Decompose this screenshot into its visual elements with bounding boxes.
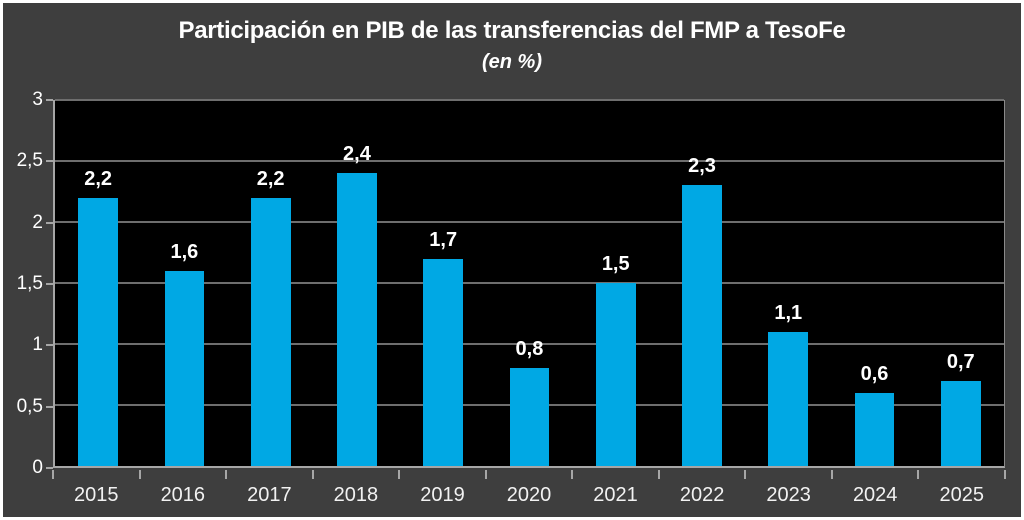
y-tick-label: 2: [32, 211, 43, 233]
x-tick-label-2024: 2024: [852, 484, 898, 506]
x-tick-label-2020: 2020: [506, 484, 552, 506]
x-tick-mark: [398, 470, 401, 479]
bar-2015: 2,2: [78, 168, 118, 466]
y-tick-mark: [46, 405, 53, 408]
bar-slot-2016: 1,6: [141, 100, 227, 466]
bar-2023: 1,1: [768, 302, 809, 466]
data-label-2024: 0,6: [860, 362, 889, 385]
data-label-2025: 0,7: [946, 350, 975, 373]
bar-2016: 1,6: [164, 241, 205, 466]
y-tick-label: 1: [32, 334, 43, 356]
data-label-2018: 2,4: [343, 143, 371, 166]
x-tick-mark: [484, 470, 487, 479]
bar-slot-2019: 1,7: [400, 100, 486, 466]
x-tick-mark: [744, 470, 747, 479]
bar-2018: 2,4: [337, 143, 377, 466]
x-tick-label-2022: 2022: [679, 484, 725, 506]
y-tick-mark: [46, 221, 53, 224]
x-tick-label-2021: 2021: [593, 484, 638, 506]
data-label-2022: 2,3: [688, 155, 716, 178]
x-tick-label-2016: 2016: [160, 484, 206, 506]
x-tick-label-2018: 2018: [333, 484, 379, 506]
data-label-2023: 1,1: [774, 301, 803, 324]
x-tick-mark: [225, 470, 228, 479]
bar-2021: 1,5: [595, 253, 636, 466]
bar-slot-2018: 2,4: [314, 100, 400, 466]
x-tick-label-2015: 2015: [74, 484, 119, 506]
bar-series: 2,2 1,6 2,2 2,4 1,7 0,8 1,5 2,3 1,1 0,6 0,7: [55, 100, 1004, 466]
y-tick-mark: [46, 99, 53, 101]
data-label-2016: 1,6: [170, 240, 199, 263]
gridline-2,5: [55, 160, 1004, 162]
bar-2019: 1,7: [423, 229, 464, 466]
y-tick-mark: [46, 344, 53, 347]
chart-title: Participación en PIB de las transferenci…: [178, 17, 846, 44]
x-tick-mark: [1004, 470, 1006, 479]
x-tick-mark: [830, 470, 833, 479]
bar-slot-2024: 0,6: [831, 100, 917, 466]
x-tick-mark: [52, 470, 54, 479]
bar-slot-2020: 0,8: [486, 100, 572, 466]
bar-slot-2022: 2,3: [659, 100, 745, 466]
gridline-1,5: [55, 282, 1004, 284]
plot-area: 2,2 1,6 2,2 2,4 1,7 0,8 1,5 2,3 1,1 0,6 0,7: [53, 99, 1005, 468]
data-label-2017: 2,2: [256, 167, 285, 190]
y-tick-mark: [46, 160, 53, 163]
bar-2017: 2,2: [250, 168, 291, 466]
data-label-2021: 1,5: [601, 253, 630, 275]
y-tick-mark: [46, 467, 53, 469]
y-tick-label: 1,5: [16, 273, 43, 294]
gridline-2: [55, 221, 1004, 223]
x-axis: 2015 2016 2017 2018 2019 2020 2021 2022 2023 2024…: [52, 470, 1006, 515]
y-tick-label: 0,5: [16, 395, 43, 417]
x-tick-label-2019: 2019: [420, 484, 465, 506]
bar-slot-2025: 0,7: [918, 100, 1004, 466]
bar-2022: 2,3: [682, 155, 722, 466]
bar-slot-2015: 2,2: [55, 100, 141, 466]
bar-slot-2021: 1,5: [573, 100, 659, 466]
x-tick-label-2025: 2025: [939, 484, 984, 506]
bar-2025: 0,7: [940, 351, 981, 466]
x-tick-mark: [657, 470, 660, 479]
gridline-1: [55, 343, 1004, 345]
data-label-2015: 2,2: [84, 167, 113, 190]
x-tick-mark: [311, 470, 314, 479]
y-tick-label: 3: [32, 89, 43, 110]
bar-2024: 0,6: [854, 363, 895, 466]
x-tick-mark: [917, 470, 920, 479]
y-tick-mark: [46, 283, 53, 285]
x-tick-mark: [138, 470, 141, 479]
x-axis-labels: 2015 2016 2017 2018 2019 2020 2021 2022 2023 2024…: [53, 484, 1005, 507]
bar-slot-2023: 1,1: [745, 100, 831, 466]
bar-2020: 0,8: [509, 338, 550, 466]
bar-slot-2017: 2,2: [228, 100, 314, 466]
gridline-3: [55, 99, 1004, 101]
y-tick-label: 2,5: [16, 150, 43, 172]
data-label-2020: 0,8: [515, 338, 544, 361]
y-axis: 3 2,5 2 1,5 1 0,5 0: [3, 89, 53, 478]
x-tick-label-2023: 2023: [766, 484, 811, 506]
y-tick-label: 0: [32, 457, 43, 478]
x-tick-mark: [571, 470, 574, 479]
chart-subtitle: (en %): [482, 51, 542, 73]
data-label-2019: 1,7: [429, 228, 458, 251]
x-tick-label-2017: 2017: [247, 484, 292, 506]
